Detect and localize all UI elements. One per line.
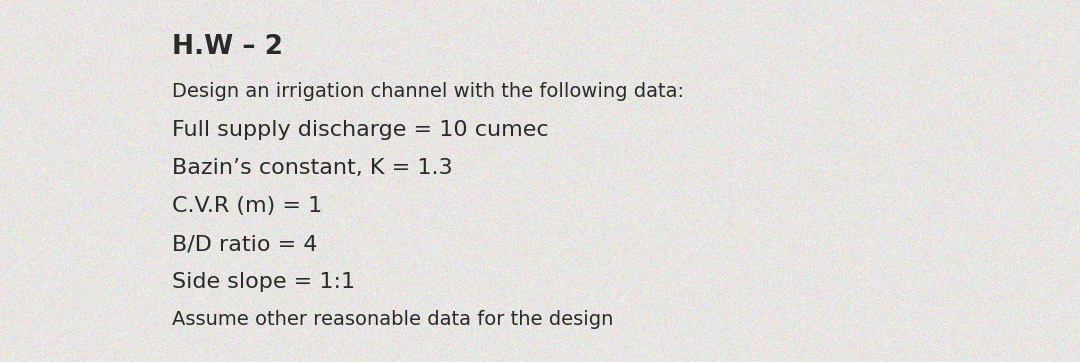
Text: C.V.R (m) = 1: C.V.R (m) = 1 xyxy=(172,196,322,216)
Text: B/D ratio = 4: B/D ratio = 4 xyxy=(172,234,318,254)
Text: Design an irrigation channel with the following data:: Design an irrigation channel with the fo… xyxy=(172,82,684,101)
Text: Bazin’s constant, K = 1.3: Bazin’s constant, K = 1.3 xyxy=(172,158,453,178)
Text: H.W – 2: H.W – 2 xyxy=(172,34,283,60)
Text: Full supply discharge = 10 cumec: Full supply discharge = 10 cumec xyxy=(172,120,549,140)
Text: Side slope = 1:1: Side slope = 1:1 xyxy=(172,272,355,292)
Text: Assume other reasonable data for the design: Assume other reasonable data for the des… xyxy=(172,310,613,329)
